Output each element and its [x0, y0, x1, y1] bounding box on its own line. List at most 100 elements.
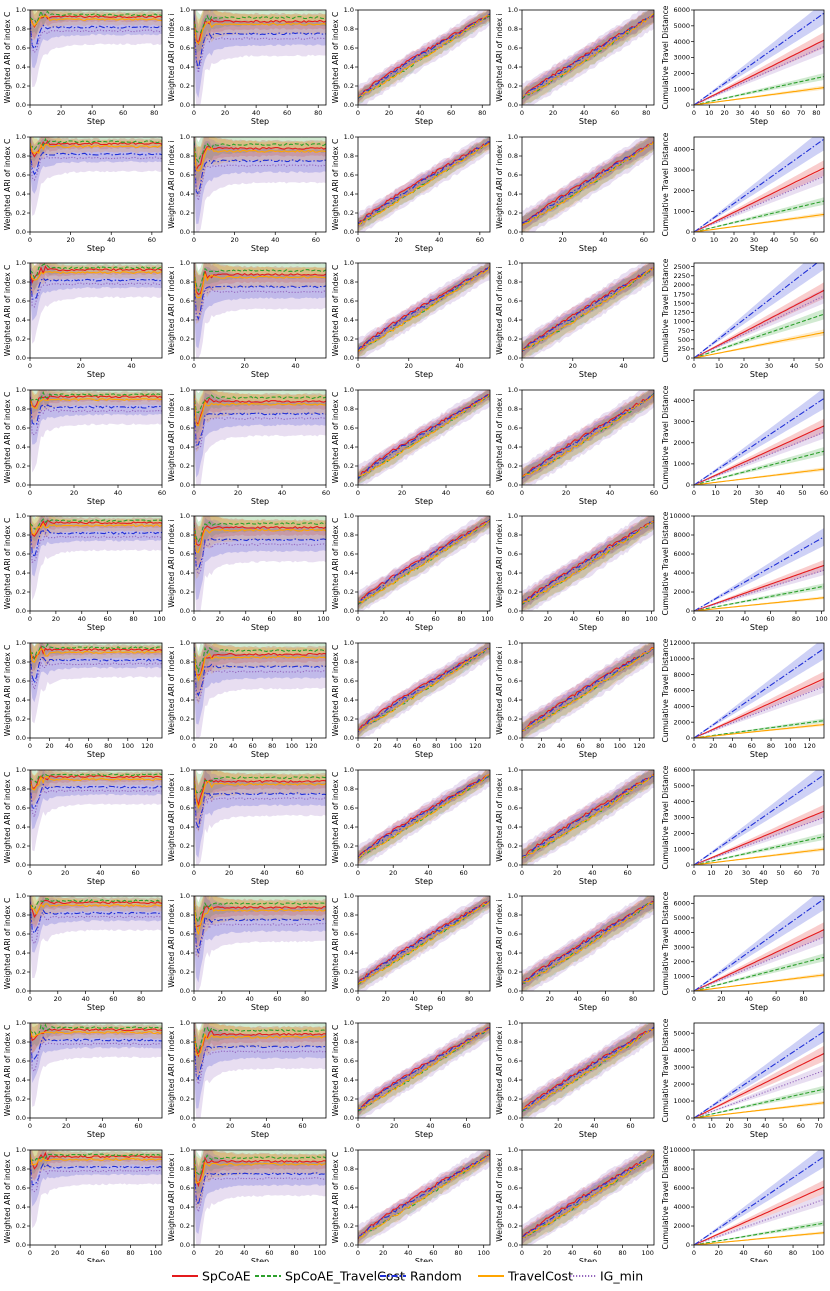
row9-col3: 0 20 40 60 0.0 0.2 0.4 0.6 0.8 1.0 Step Weighted AR…: [331, 1019, 491, 1139]
row10-col5-ytick-label: 6000: [673, 1184, 690, 1192]
row10-col2-ytick-label: 0.6: [180, 1184, 190, 1192]
row6-col4: 0 20 40 60 80 100 120 0.0 0.2 0.4 0.6 0.8 1.0 Step Wei…: [495, 639, 655, 759]
row2-col2-line-TravelCost: [194, 145, 326, 172]
row9-col5-line-SpCoAE_TravelCost: [694, 1088, 824, 1118]
row4-col2-xtick-label: 0: [192, 489, 196, 497]
row8-col2-frame: [193, 895, 327, 992]
row4-col5-xtick-label: 60: [820, 489, 828, 497]
row7-col2-band-Random: [194, 770, 326, 858]
row6-col4-line-SpCoAE_TravelCost: [522, 647, 654, 732]
row5-col5-xtick-label: 20: [715, 615, 723, 623]
row4-col3-xtick-label: 0: [356, 489, 360, 497]
row3-col1-line-SpCoAE: [30, 265, 162, 285]
row9-col5-plot-area: [694, 1023, 824, 1118]
row4-col5-line-TravelCost: [694, 468, 824, 485]
row9-col3-line-SpCoAE: [358, 1027, 490, 1113]
row3-col5-xtick-label: 30: [765, 362, 773, 370]
row3-col1-ylabel: Weighted ARI of index C: [3, 265, 12, 357]
row10-col4-xlabel: Step: [579, 1257, 597, 1262]
row9-col2-ytick-label: 0.6: [180, 1057, 190, 1065]
row10-col2-frame: [193, 1149, 327, 1246]
row9-col3-xtick-label: 0: [356, 1122, 360, 1130]
row6-col2-ytick-label: 0.4: [180, 696, 190, 704]
row7-col5-line-SpCoAE: [694, 810, 824, 865]
row6-col5-ytick-label: 2000: [673, 718, 690, 726]
row7-col5-xtick-label: 70: [811, 869, 819, 877]
row2-col2-line-Random: [194, 142, 326, 196]
row6-col5-xlabel: Step: [750, 750, 768, 759]
row2-col5-xtick-label: 0: [692, 236, 696, 244]
row2-col2-line-IG_min: [194, 147, 326, 201]
row10-col1-xtick-label: 60: [101, 1249, 109, 1257]
row8-col1-ytick-label: 0.8: [16, 911, 26, 919]
row7-col2-ylabel: Weighted ARI of index i: [167, 773, 176, 862]
row7-col5-line-Random: [694, 774, 824, 865]
row1-col4-ylabel: Weighted ARI of index i: [495, 13, 504, 102]
row2-col4-xlabel: Step: [579, 244, 597, 253]
row8-col4-xlabel: Step: [579, 1003, 597, 1012]
row4-col2-xlabel: Step: [251, 497, 269, 506]
row1-col2-xtick-label: 0: [192, 109, 196, 117]
row1-col2-ytick-label: 0.6: [180, 44, 190, 52]
row1-col2-xtick-label: 40: [252, 109, 260, 117]
row5-col1-frame: [29, 515, 163, 612]
row10-col5-ytick-label: 0: [686, 1241, 690, 1249]
row8-col1-xtick-label: 40: [81, 995, 89, 1003]
row6-col3-xtick-label: 100: [450, 742, 462, 750]
row8-col3-frame: [357, 895, 491, 992]
row7-col5-xtick-label: 0: [692, 869, 696, 877]
row6-col1-ytick-label: 0.4: [16, 696, 26, 704]
row10-col5-xtick-label: 40: [739, 1249, 747, 1257]
row4-col1-xlabel: Step: [87, 497, 105, 506]
legend-label-SpCoAE: SpCoAE: [202, 1269, 251, 1284]
row9-col2-band-SpCoAE: [194, 1023, 326, 1076]
row8-col2-plot-area: [194, 896, 326, 991]
row9-col3-band-IG_min: [358, 1023, 490, 1118]
row8-col4-ytick-label: 0.4: [508, 949, 518, 957]
row5-col4-ytick-label: 1.0: [508, 512, 518, 520]
row4-col4-ytick-label: 0.2: [508, 462, 518, 470]
row3-col1-line-SpCoAE_TravelCost: [30, 263, 162, 279]
row5-col2-ytick-label: 0.2: [180, 588, 190, 596]
row10-col3-xtick-label: 100: [478, 1249, 490, 1257]
row4-col5-line-Random: [694, 397, 824, 485]
row5-col2-xlabel: Step: [251, 623, 269, 632]
row9-col1-line-IG_min: [30, 1028, 162, 1073]
row10-col1-ytick-label: 0.2: [16, 1222, 26, 1230]
row8-col5-line-SpCoAE: [694, 929, 824, 991]
row4-col1-ytick-label: 0.6: [16, 424, 26, 432]
row9-col1-line-Random: [30, 1029, 162, 1063]
row4-col5-band-Random: [694, 390, 824, 485]
row10-col1-ytick-label: 1.0: [16, 1146, 26, 1154]
row4-col5-band-SpCoAE: [694, 418, 824, 485]
row8-col5-band-SpCoAE: [694, 922, 824, 991]
row6-col2-xtick-label: 120: [305, 742, 317, 750]
row1-col1-ytick-label: 0.2: [16, 82, 26, 90]
row6-col2-band-SpCoAE: [194, 643, 326, 697]
row6-col3-ytick-label: 0.8: [344, 658, 354, 666]
row5-col1-line-IG_min: [30, 526, 162, 563]
row3-col5-plot-area: [694, 263, 824, 358]
row2-col2-line-SpCoAE_TravelCost: [194, 141, 326, 164]
row4-col4-ylabel: Weighted ARI of index i: [495, 393, 504, 482]
row8-col4-xtick-label: 80: [629, 995, 637, 1003]
row2-col1-line-TravelCost: [30, 142, 162, 155]
row10-col4-xtick-label: 40: [568, 1249, 576, 1257]
row2-col3-line-Random: [358, 141, 490, 224]
row1-col4-ytick-label: 1.0: [508, 6, 518, 14]
row8-col2-ytick-label: 0.8: [180, 911, 190, 919]
row2-col2-xtick-label: 0: [192, 236, 196, 244]
row4-col5: 0 10 20 30 40 50 60 0 1000 2000 3000 4000 Step Cumula…: [661, 385, 828, 506]
row7-col1-band-IG_min: [30, 770, 162, 852]
row8-col4: 0 20 40 60 80 0.0 0.2 0.4 0.6 0.8 1.0 Step Weighted …: [495, 892, 655, 1012]
row2-col2-ytick-label: 0.4: [180, 190, 190, 198]
row5-col5-xtick-label: 100: [815, 615, 827, 623]
row4-col5-ytick-label: 2000: [673, 439, 690, 447]
row7-col5-xtick-label: 50: [777, 869, 785, 877]
row2-col1-ytick-label: 0.2: [16, 209, 26, 217]
row3-col5-ytick-label: 2250: [673, 272, 690, 280]
row5-col4-ytick-label: 0.8: [508, 531, 518, 539]
row6-col1-band-TravelCost: [30, 643, 162, 678]
row9-col5-frame: [693, 1022, 825, 1119]
row3-col3: 0 20 40 0.0 0.2 0.4 0.6 0.8 1.0 Step Weighted ARI …: [331, 259, 491, 379]
